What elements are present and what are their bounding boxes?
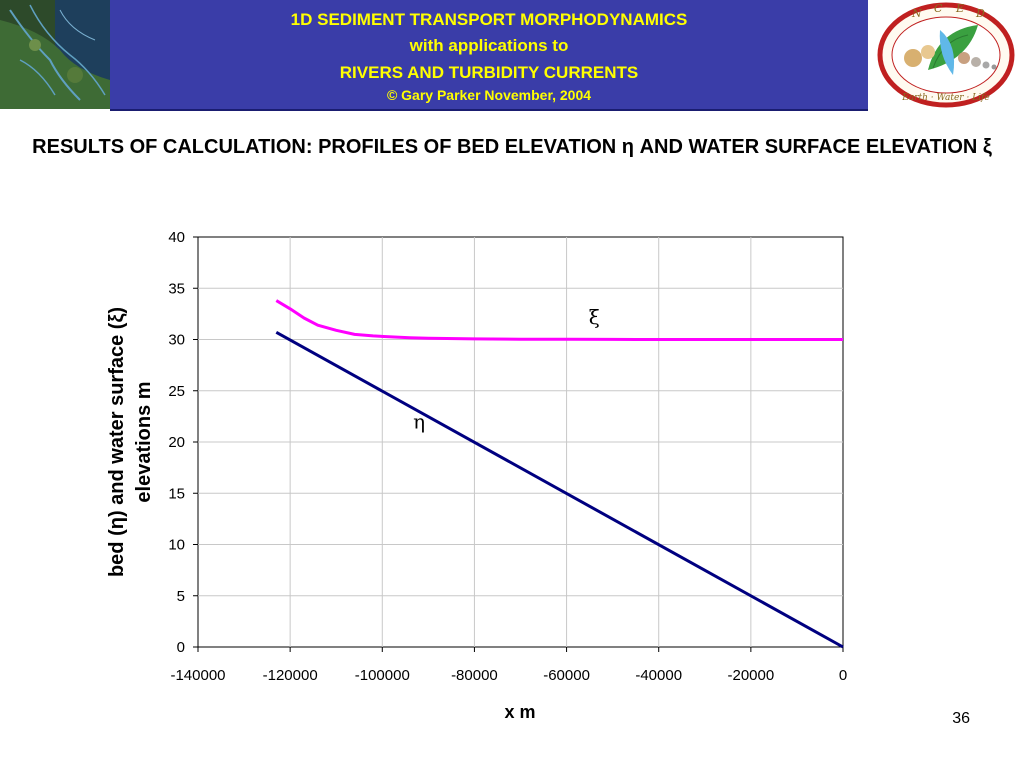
slide-title: RESULTS OF CALCULATION: PROFILES OF BED …: [32, 136, 992, 158]
x-tick-label: -60000: [543, 667, 590, 684]
x-tick-label: -140000: [170, 667, 225, 684]
y-tick-label: 0: [177, 639, 185, 656]
y-tick-label: 15: [168, 485, 185, 502]
x-tick-label: -40000: [635, 667, 682, 684]
copyright-notice: © Gary Parker November, 2004: [386, 87, 592, 103]
slide-header: 1D SEDIMENT TRANSPORT MORPHODYNAMICS wit…: [0, 0, 1024, 111]
page-number: 36: [952, 710, 970, 727]
x-tick-label: -100000: [355, 667, 410, 684]
series-label-xi: ξ: [589, 305, 600, 329]
course-topic: RIVERS AND TURBIDITY CURRENTS: [339, 63, 639, 82]
series-label-eta: η: [413, 410, 425, 434]
series-line-water-surface: [275, 299, 843, 341]
y-axis-label-line2: elevations m: [133, 381, 155, 502]
logo-letter-e: E: [955, 2, 964, 15]
logo-letter-c: C: [934, 2, 943, 15]
x-tick-label: -80000: [451, 667, 498, 684]
data-series: ξη: [275, 299, 844, 649]
logo-letter-d: D: [975, 7, 985, 20]
course-subtitle: with applications to: [409, 36, 569, 55]
y-tick-label: 10: [168, 537, 185, 554]
nced-logo: N C E D Earth · Water · Life: [868, 0, 1024, 111]
y-tick-label: 40: [168, 229, 185, 246]
y-tick-label: 25: [168, 383, 185, 400]
y-tick-label: 35: [168, 280, 185, 297]
series-line-bed: [275, 330, 844, 649]
y-tick-label: 20: [168, 434, 185, 451]
title-banner: 1D SEDIMENT TRANSPORT MORPHODYNAMICS wit…: [110, 0, 868, 111]
course-title: 1D SEDIMENT TRANSPORT MORPHODYNAMICS: [290, 10, 688, 29]
x-axis-label: x m: [504, 702, 535, 722]
x-tick-label: -120000: [263, 667, 318, 684]
y-axis-label-line1: bed (η) and water surface (ξ): [106, 307, 128, 577]
delta-satellite-image: [0, 0, 110, 109]
logo-letter-n: N: [911, 7, 922, 20]
x-tick-label: 0: [839, 667, 847, 684]
logo-motto: Earth · Water · Life: [901, 93, 989, 103]
x-tick-label: -20000: [727, 667, 774, 684]
y-tick-label: 5: [177, 588, 185, 605]
y-tick-label: 30: [168, 332, 185, 349]
axis-ticks: -140000 -120000 -100000 -80000 -60000 -40000 -…: [168, 229, 847, 684]
